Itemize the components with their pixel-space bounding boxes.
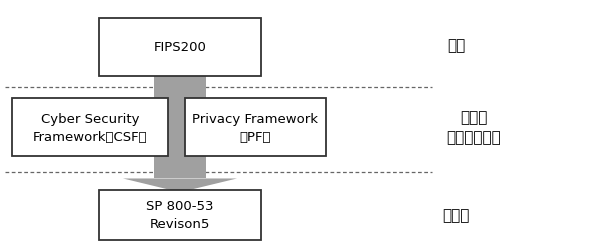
Text: FIPS200: FIPS200: [154, 41, 206, 54]
Text: Cyber Security
Framework（CSF）: Cyber Security Framework（CSF）: [32, 112, 148, 143]
FancyBboxPatch shape: [99, 19, 261, 76]
Text: リスク
アセスメント: リスク アセスメント: [446, 110, 502, 145]
Text: 規格: 規格: [447, 38, 465, 52]
Polygon shape: [123, 179, 237, 192]
FancyBboxPatch shape: [12, 99, 168, 156]
Bar: [154, 75, 206, 179]
Text: Privacy Framework
（PF）: Privacy Framework （PF）: [192, 112, 318, 143]
FancyBboxPatch shape: [99, 190, 261, 240]
Text: 管理策: 管理策: [442, 208, 470, 222]
Text: SP 800-53
Revison5: SP 800-53 Revison5: [146, 200, 214, 230]
FancyBboxPatch shape: [185, 99, 325, 156]
